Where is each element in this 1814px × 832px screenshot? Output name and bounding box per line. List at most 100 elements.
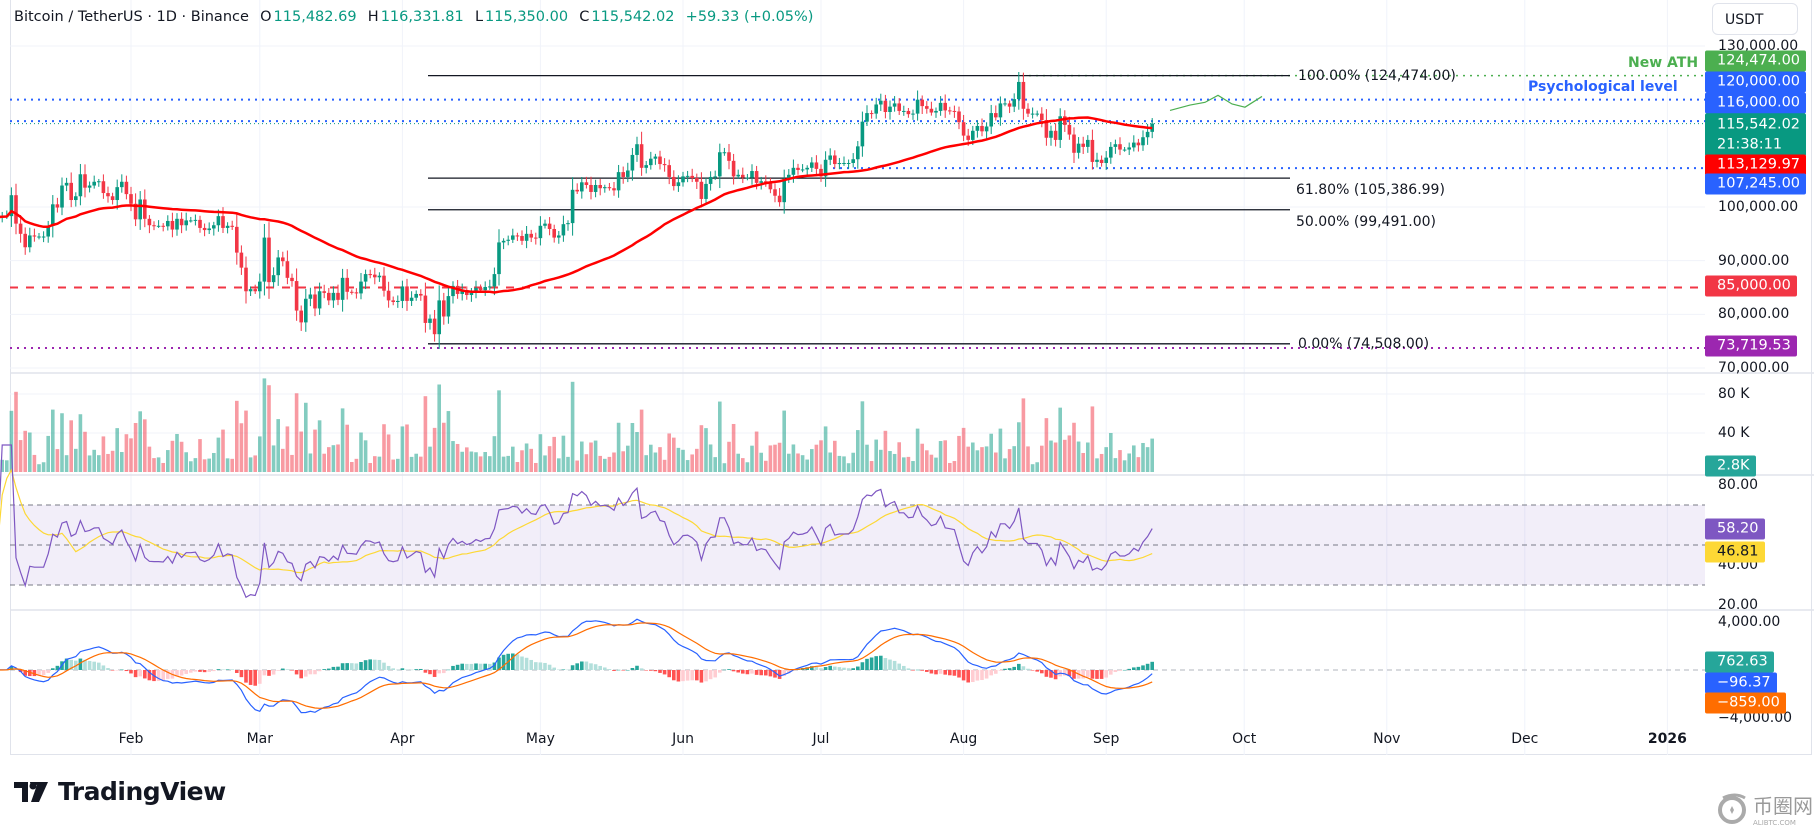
volume-bar: [32, 454, 37, 472]
macd-histogram-bar: [897, 663, 901, 670]
macd-histogram-bar: [290, 670, 294, 671]
low-label: L: [474, 9, 484, 25]
candle-body: [230, 225, 234, 227]
volume-bar: [998, 428, 1003, 472]
candle-body: [258, 281, 262, 292]
macd-histogram-bar: [285, 669, 290, 670]
macd-histogram-bar: [336, 666, 340, 670]
candle-body: [593, 184, 598, 192]
candle-body: [810, 162, 814, 168]
candle-body: [97, 181, 101, 183]
macd-signal-line: [0, 622, 1153, 709]
macd-histogram-bar: [856, 666, 860, 670]
macd-histogram-bar: [593, 664, 598, 670]
macd-histogram-bar: [92, 661, 96, 670]
rsi-badge: 58.20: [1705, 518, 1765, 540]
macd-histogram-bar: [465, 663, 469, 670]
macd-histogram-bar: [501, 654, 506, 670]
macd-histogram-bar: [276, 670, 280, 671]
macd-histogram-bar: [258, 670, 262, 684]
macd-histogram-bar: [938, 670, 943, 674]
macd-histogram-bar: [1063, 670, 1067, 676]
chart-canvas[interactable]: [0, 0, 1814, 760]
candle-body: [1136, 142, 1141, 146]
volume-bar: [244, 410, 248, 472]
macd-histogram-bar: [635, 665, 639, 670]
candle-body: [980, 125, 984, 132]
volume-bar: [1058, 407, 1062, 472]
macd-histogram-bar: [253, 670, 257, 686]
volume-bar: [230, 458, 234, 472]
candle-body: [1122, 149, 1127, 151]
volume-bar: [133, 423, 138, 472]
volume-bar: [294, 393, 299, 472]
macd-histogram-bar: [994, 670, 998, 674]
candle-body: [469, 292, 474, 296]
macd-histogram-bar: [902, 665, 906, 670]
volume-bar: [419, 456, 423, 472]
rsi-ma-badge: 46.81: [1705, 541, 1765, 563]
volume-bar: [543, 455, 547, 472]
volume-bar: [51, 409, 55, 472]
price-tick-label: 90,000.00: [1718, 252, 1790, 269]
volume-bar: [437, 384, 441, 472]
macd-histogram-bar: [929, 670, 934, 674]
volume-bar: [796, 453, 800, 472]
candle-body: [1132, 142, 1136, 148]
currency-selector[interactable]: USDT: [1712, 3, 1798, 35]
volume-bar: [708, 444, 713, 472]
candle-body: [386, 290, 391, 301]
volume-bar: [327, 447, 331, 472]
candle-body: [819, 168, 823, 177]
macd-histogram-bar: [957, 670, 961, 678]
candle-body: [534, 237, 538, 239]
macd-histogram-bar: [442, 670, 446, 674]
candle-body: [911, 113, 915, 115]
candle-body: [754, 171, 759, 183]
tradingview-logo[interactable]: TradingView: [14, 777, 226, 806]
volume-bar: [212, 452, 216, 472]
candle-body: [575, 189, 579, 192]
volume-bar: [501, 456, 506, 472]
candle-body: [998, 103, 1003, 118]
candle-body: [1109, 146, 1113, 158]
candle-body: [731, 160, 736, 177]
candle-body: [1076, 143, 1081, 153]
macd-histogram-bar: [685, 670, 690, 681]
candle-body: [538, 225, 543, 239]
macd-histogram-bar: [1127, 668, 1131, 670]
candle-body: [805, 167, 809, 170]
volume-bar: [511, 446, 515, 472]
volume-bar: [911, 461, 915, 472]
macd-histogram-bar: [575, 663, 579, 670]
macd-histogram-bar: [1072, 670, 1076, 679]
candle-body: [1067, 124, 1072, 135]
candle-body: [1104, 157, 1108, 163]
candle-body: [216, 216, 221, 226]
volume-bar: [386, 434, 391, 472]
candle-body: [570, 189, 575, 224]
macd-histogram-bar: [432, 670, 437, 677]
macd-histogram-bar: [446, 669, 451, 671]
macd-histogram-bar: [313, 670, 317, 675]
volume-bar: [492, 436, 497, 472]
symbol-title[interactable]: Bitcoin / TetherUS · 1D · Binance: [14, 9, 249, 25]
volume-bar: [897, 442, 901, 472]
macd-histogram-bar: [828, 665, 832, 670]
candle-body: [782, 178, 786, 203]
volume-bar: [883, 430, 888, 472]
volume-bar: [0, 459, 4, 472]
macd-histogram-bar: [1007, 668, 1012, 670]
volume-bar: [869, 461, 874, 472]
candle-body: [1053, 130, 1058, 140]
candle-body: [1099, 159, 1104, 163]
volume-bar: [1026, 446, 1030, 472]
candle-body: [741, 174, 745, 178]
candle-body: [722, 152, 727, 154]
macd-histogram-bar: [101, 665, 106, 670]
macd-histogram-bar: [23, 670, 27, 676]
candle-body: [78, 174, 83, 197]
macd-histogram-bar: [267, 670, 271, 676]
candle-body: [290, 277, 294, 282]
candle-body: [1063, 116, 1067, 125]
